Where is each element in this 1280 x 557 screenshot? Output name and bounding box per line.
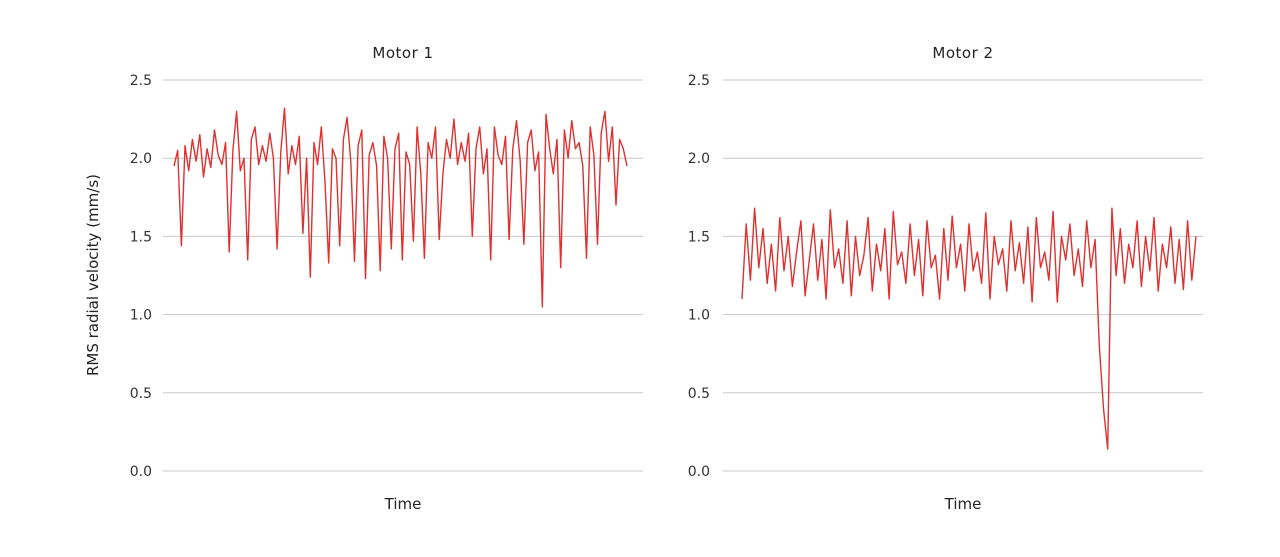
motor-2-x-axis-label: Time bbox=[944, 495, 982, 513]
motor-2-title: Motor 2 bbox=[932, 44, 993, 62]
y-tick-label: 1.5 bbox=[688, 229, 710, 245]
y-tick-label: 1.0 bbox=[130, 308, 152, 324]
motor-1-title: Motor 1 bbox=[372, 44, 433, 62]
y-tick-label: 2.0 bbox=[130, 151, 152, 167]
y-tick-label: 2.0 bbox=[688, 151, 710, 167]
motor-2-gridlines bbox=[723, 79, 1203, 472]
motor-2-series-line bbox=[741, 207, 1197, 450]
motor-2-y-ticks: 0.0 0.5 1.0 1.5 2.0 2.5 bbox=[688, 73, 710, 480]
y-tick-label: 0.0 bbox=[130, 464, 152, 480]
motor-1-x-axis-label: Time bbox=[384, 495, 422, 513]
y-axis-label: RMS radial velocity (mm/s) bbox=[84, 174, 102, 376]
y-tick-label: 0.5 bbox=[130, 386, 152, 402]
motor-2-panel: Motor 2 0.0 0.5 1.0 1.5 2.0 2.5 Time bbox=[688, 44, 1203, 513]
y-tick-label: 1.5 bbox=[130, 229, 152, 245]
y-tick-label: 1.0 bbox=[688, 308, 710, 324]
y-tick-label: 0.5 bbox=[688, 386, 710, 402]
motor-1-panel: Motor 1 0.0 0.5 1.0 1.5 2.0 2.5 Time bbox=[130, 44, 643, 513]
y-tick-label: 0.0 bbox=[688, 464, 710, 480]
y-tick-label: 2.5 bbox=[130, 73, 152, 89]
motor-1-y-ticks: 0.0 0.5 1.0 1.5 2.0 2.5 bbox=[130, 73, 152, 480]
motor-1-series-line bbox=[173, 107, 628, 308]
motor-1-gridlines bbox=[163, 79, 643, 472]
y-tick-label: 2.5 bbox=[688, 73, 710, 89]
